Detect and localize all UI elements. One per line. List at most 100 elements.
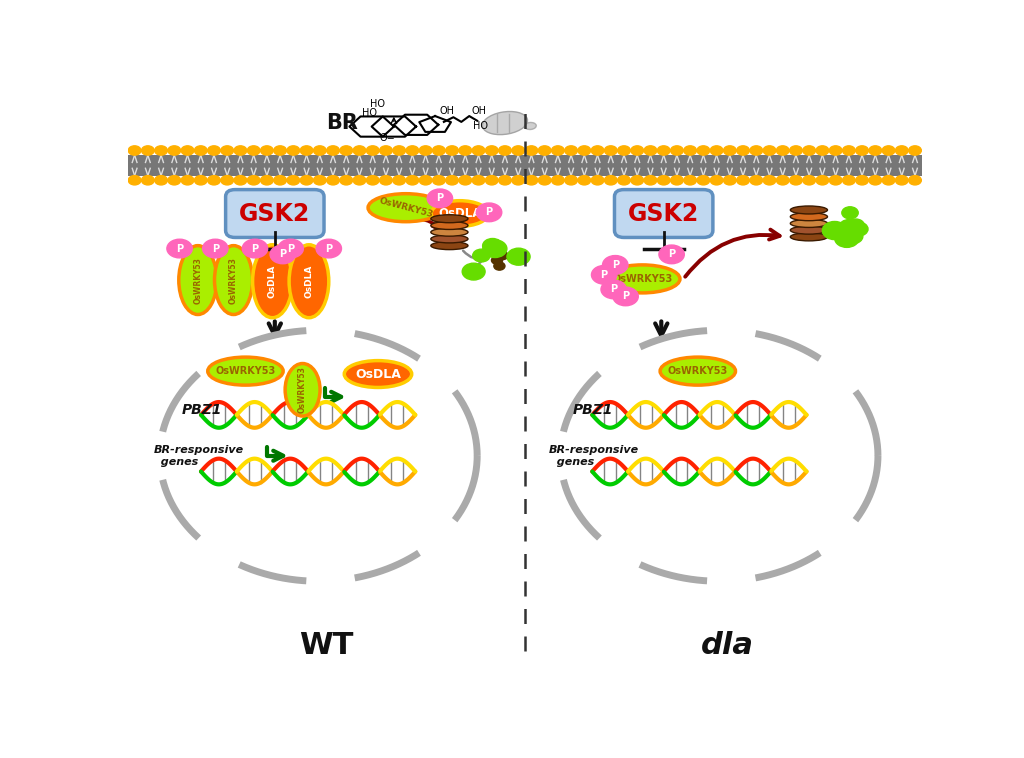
Circle shape: [539, 176, 551, 185]
Circle shape: [776, 176, 790, 185]
Circle shape: [181, 176, 194, 185]
Circle shape: [856, 146, 868, 155]
Ellipse shape: [791, 206, 827, 214]
Text: HO: HO: [370, 99, 385, 108]
Circle shape: [829, 176, 842, 185]
Text: GSK2: GSK2: [240, 202, 310, 226]
Circle shape: [155, 176, 167, 185]
Circle shape: [613, 287, 638, 305]
Text: OsWRKY53: OsWRKY53: [215, 366, 275, 376]
Ellipse shape: [791, 226, 827, 234]
Circle shape: [895, 176, 908, 185]
Circle shape: [602, 255, 628, 274]
Circle shape: [816, 146, 828, 155]
Circle shape: [419, 176, 432, 185]
Circle shape: [407, 176, 419, 185]
Circle shape: [750, 146, 763, 155]
Text: OsWRKY53: OsWRKY53: [612, 274, 673, 284]
Circle shape: [499, 146, 511, 155]
Text: P: P: [280, 249, 287, 259]
Circle shape: [300, 176, 313, 185]
Circle shape: [711, 176, 723, 185]
Circle shape: [776, 146, 790, 155]
Circle shape: [512, 146, 524, 155]
Ellipse shape: [431, 221, 468, 230]
Circle shape: [168, 146, 180, 155]
Circle shape: [539, 146, 551, 155]
Circle shape: [507, 248, 530, 265]
Circle shape: [839, 219, 860, 236]
Circle shape: [697, 146, 710, 155]
Circle shape: [843, 229, 863, 244]
Ellipse shape: [344, 361, 412, 387]
Circle shape: [631, 146, 643, 155]
Circle shape: [601, 280, 627, 299]
Circle shape: [763, 146, 776, 155]
Circle shape: [181, 146, 194, 155]
Circle shape: [842, 207, 858, 219]
Text: O=: O=: [380, 133, 395, 143]
Circle shape: [473, 249, 490, 262]
Circle shape: [736, 176, 750, 185]
Circle shape: [327, 176, 339, 185]
Circle shape: [869, 176, 882, 185]
Circle shape: [552, 146, 564, 155]
Ellipse shape: [368, 194, 443, 221]
Text: BR-responsive
  genes: BR-responsive genes: [549, 445, 639, 466]
Circle shape: [155, 146, 167, 155]
Circle shape: [697, 176, 710, 185]
Circle shape: [248, 146, 260, 155]
Circle shape: [273, 146, 287, 155]
Circle shape: [591, 176, 604, 185]
Circle shape: [278, 240, 303, 258]
Circle shape: [895, 146, 908, 155]
Ellipse shape: [791, 219, 827, 227]
Circle shape: [657, 146, 670, 155]
Circle shape: [604, 146, 617, 155]
Circle shape: [482, 239, 503, 253]
Text: P: P: [176, 243, 183, 253]
Circle shape: [141, 176, 155, 185]
Circle shape: [472, 176, 484, 185]
Circle shape: [459, 146, 472, 155]
Circle shape: [300, 146, 313, 155]
Text: OsDLA: OsDLA: [268, 265, 276, 298]
Circle shape: [763, 176, 776, 185]
Circle shape: [591, 146, 604, 155]
Circle shape: [724, 146, 736, 155]
Circle shape: [287, 176, 300, 185]
Circle shape: [843, 176, 855, 185]
Circle shape: [445, 146, 459, 155]
Text: BR: BR: [327, 113, 358, 133]
Circle shape: [835, 230, 859, 247]
Circle shape: [883, 176, 895, 185]
Circle shape: [512, 176, 524, 185]
Text: PBZ1: PBZ1: [572, 402, 612, 417]
Circle shape: [736, 146, 750, 155]
Text: OsDLA: OsDLA: [304, 265, 313, 298]
Text: P: P: [601, 270, 607, 280]
Text: OsWRKY53: OsWRKY53: [668, 366, 728, 376]
Circle shape: [684, 146, 696, 155]
Circle shape: [380, 176, 392, 185]
Bar: [128, 155, 922, 176]
Circle shape: [483, 240, 507, 258]
Circle shape: [644, 176, 656, 185]
Circle shape: [829, 146, 842, 155]
Circle shape: [803, 146, 815, 155]
Ellipse shape: [482, 111, 527, 135]
Text: OsDLA: OsDLA: [355, 368, 401, 381]
FancyBboxPatch shape: [225, 190, 324, 237]
Circle shape: [604, 176, 617, 185]
Text: P: P: [668, 249, 675, 259]
Circle shape: [221, 146, 233, 155]
Circle shape: [128, 146, 141, 155]
Circle shape: [724, 176, 736, 185]
Text: P: P: [611, 260, 618, 270]
Circle shape: [658, 245, 684, 264]
Circle shape: [353, 146, 366, 155]
Ellipse shape: [791, 233, 827, 241]
Circle shape: [432, 176, 445, 185]
Text: OsDLA: OsDLA: [438, 207, 481, 220]
Text: P: P: [622, 291, 629, 302]
